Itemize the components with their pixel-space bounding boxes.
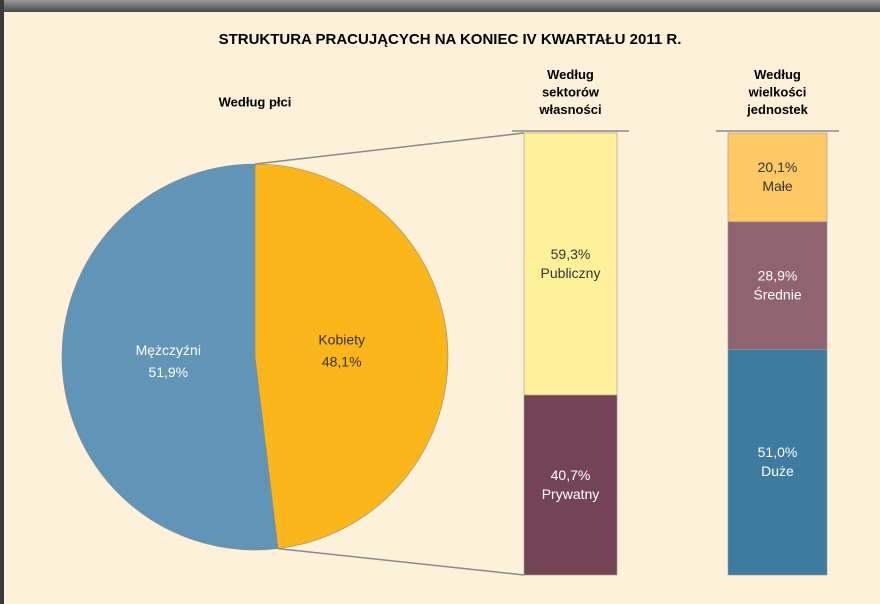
panel-title: Według płci (219, 94, 292, 109)
panel-title: Według sektorów własności (538, 67, 601, 117)
segment-value: 40,7% (551, 467, 591, 483)
top-border (0, 0, 880, 12)
bar-segment (727, 349, 828, 576)
slice-label: Kobiety (318, 332, 365, 348)
segment-label: Średnie (753, 285, 801, 302)
connector (277, 547, 525, 576)
pie-slice (254, 163, 449, 549)
segment-label: Prywatny (542, 486, 600, 502)
panel-title: Według wielkości jednostek (746, 67, 808, 117)
bar-segment (523, 394, 618, 576)
bar-segment (727, 221, 828, 350)
connector (254, 132, 525, 165)
bar-segment (523, 132, 618, 396)
left-border (0, 0, 4, 604)
segment-label: Duże (761, 463, 794, 479)
chart-title: STRUKTURA PRACUJĄCYCH NA KONIEC IV KWART… (219, 31, 682, 48)
segment-value: 59,3% (551, 246, 591, 262)
segment-label: Publiczny (541, 265, 601, 281)
segment-value: 20,1% (758, 159, 798, 175)
slice-label: Mężczyźni (136, 342, 201, 358)
slice-value: 51,9% (148, 364, 188, 380)
segment-value: 51,0% (758, 444, 798, 460)
pie-slice (61, 163, 279, 551)
slice-value: 48,1% (322, 354, 362, 370)
segment-value: 28,9% (758, 267, 798, 283)
bar-segment (727, 132, 828, 223)
segment-label: Małe (762, 178, 793, 194)
